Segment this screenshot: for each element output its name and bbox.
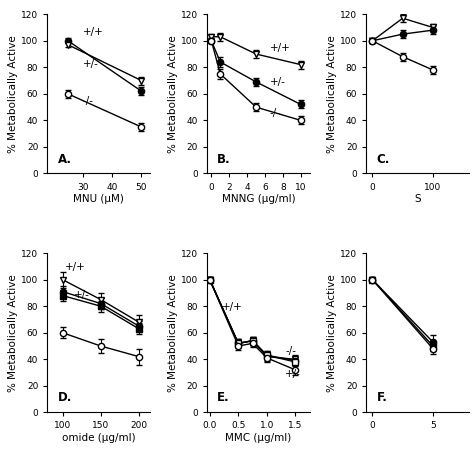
Y-axis label: % Metabolically Active: % Metabolically Active bbox=[328, 35, 337, 153]
Text: +/-: +/- bbox=[82, 59, 99, 69]
Text: -/-: -/- bbox=[285, 346, 296, 356]
Text: +/-: +/- bbox=[270, 77, 285, 87]
X-axis label: MMC (μg/ml): MMC (μg/ml) bbox=[225, 433, 292, 443]
Text: +/+: +/+ bbox=[82, 27, 103, 37]
Y-axis label: % Metabolically Active: % Metabolically Active bbox=[9, 35, 18, 153]
Text: +/-: +/- bbox=[74, 290, 90, 300]
Y-axis label: % Metabolically Active: % Metabolically Active bbox=[9, 274, 18, 392]
Text: A.: A. bbox=[58, 153, 72, 165]
Text: D.: D. bbox=[58, 392, 72, 404]
X-axis label: S: S bbox=[414, 194, 421, 204]
Y-axis label: % Metabolically Active: % Metabolically Active bbox=[168, 35, 178, 153]
X-axis label: MNNG (μg/ml): MNNG (μg/ml) bbox=[221, 194, 295, 204]
Y-axis label: % Metabolically Active: % Metabolically Active bbox=[328, 274, 337, 392]
X-axis label: omide (μg/ml): omide (μg/ml) bbox=[62, 433, 136, 443]
Y-axis label: % Metabolically Active: % Metabolically Active bbox=[168, 274, 178, 392]
Text: B.: B. bbox=[217, 153, 231, 165]
Text: -/-: -/- bbox=[82, 97, 94, 107]
Text: F.: F. bbox=[377, 392, 388, 404]
Text: +/-: +/- bbox=[285, 369, 301, 379]
Text: +/+: +/+ bbox=[270, 44, 290, 54]
X-axis label: MNU (μM): MNU (μM) bbox=[73, 194, 124, 204]
Text: +/+: +/+ bbox=[65, 263, 86, 273]
Text: -/-: -/- bbox=[270, 109, 281, 118]
Text: E.: E. bbox=[217, 392, 230, 404]
Text: +/+: +/+ bbox=[222, 302, 243, 312]
Text: C.: C. bbox=[377, 153, 390, 165]
